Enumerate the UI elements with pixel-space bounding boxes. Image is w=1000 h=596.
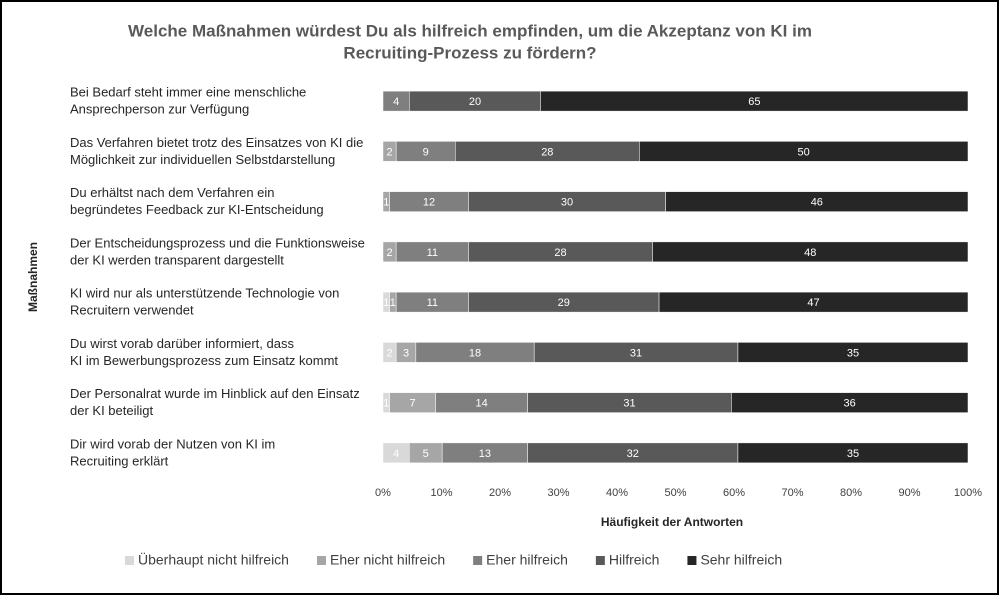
data-label: 11: [427, 297, 438, 309]
x-axis-title: Häufigkeit der Antworten: [601, 515, 743, 529]
data-label: 29: [558, 297, 570, 309]
category-label: Der Personalrat wurde im Hinblick auf de…: [70, 386, 360, 401]
data-label: 31: [630, 347, 642, 359]
category-label: Recruitern verwendet: [70, 303, 194, 318]
x-tick-label: 80%: [840, 487, 862, 499]
data-label: 30: [561, 197, 573, 209]
x-tick-label: 90%: [898, 487, 920, 499]
legend-label: Hilfreich: [609, 552, 660, 568]
bar-segment: [639, 141, 969, 162]
data-label: 32: [627, 448, 639, 460]
category-label: Möglichkeit zur individuellen Selbstdars…: [70, 152, 335, 167]
category-label: Ansprechperson zur Verfügung: [70, 102, 249, 117]
category-label: der KI werden transparent dargestellt: [70, 252, 284, 267]
legend-label: Überhaupt nicht hilfreich: [138, 551, 289, 568]
x-tick-label: 40%: [606, 487, 628, 499]
x-tick-label: 10%: [430, 487, 452, 499]
bar-segment: [737, 342, 969, 363]
data-label: 2: [387, 347, 393, 359]
y-axis-title: Maßnahmen: [26, 242, 40, 312]
category-label: KI wird nur als unterstützende Technolog…: [70, 286, 339, 301]
data-label: 1: [390, 297, 396, 309]
data-label: 20: [469, 96, 481, 108]
legend-label: Sehr hilfreich: [700, 552, 782, 568]
data-label: 3: [403, 347, 409, 359]
data-label: 7: [410, 398, 416, 410]
category-label: Du wirst vorab darüber informiert, dass: [70, 336, 294, 351]
legend-swatch: [687, 556, 697, 565]
data-label: 35: [847, 347, 859, 359]
data-label: 4: [393, 96, 399, 108]
x-tick-label: 70%: [781, 487, 803, 499]
bar-segment: [652, 241, 969, 263]
data-label: 13: [479, 448, 491, 460]
data-label: 18: [469, 347, 481, 359]
category-label: begründetes Feedback zur KI-Entscheidung: [70, 202, 324, 217]
legend-label: Eher nicht hilfreich: [330, 552, 445, 568]
bar-segment: [540, 90, 969, 112]
data-label: 48: [804, 247, 816, 259]
x-tick-label: 50%: [664, 487, 686, 499]
x-tick-label: 0%: [375, 487, 391, 499]
bar-segment: [737, 442, 969, 464]
legend-swatch: [595, 556, 605, 565]
data-label: 1: [383, 197, 389, 209]
data-label: 47: [807, 297, 819, 309]
data-label: 31: [623, 398, 635, 410]
category-label: Recruiting erklärt: [70, 453, 169, 468]
legend-label: Eher hilfreich: [486, 552, 568, 568]
category-label: Der Entscheidungsprozess und die Funktio…: [70, 235, 365, 250]
bar-segment: [658, 291, 969, 313]
x-tick-label: 100%: [954, 487, 982, 499]
data-label: 14: [475, 398, 487, 410]
data-label: 12: [423, 197, 435, 209]
x-tick-label: 30%: [547, 487, 569, 499]
data-label: 35: [847, 448, 859, 460]
category-label: Dir wird vorab der Nutzen von KI im: [70, 436, 275, 451]
data-label: 9: [423, 146, 429, 158]
data-label: 1: [383, 398, 389, 410]
bar-segment: [731, 392, 969, 413]
legend-swatch: [125, 556, 134, 565]
bar-segment: [665, 191, 969, 212]
data-label: 46: [811, 197, 823, 209]
x-tick-label: 60%: [723, 487, 745, 499]
data-label: 4: [393, 448, 399, 460]
legend-swatch: [316, 556, 326, 565]
category-label: Du erhältst nach dem Verfahren ein: [70, 185, 275, 200]
x-tick-label: 20%: [489, 487, 511, 499]
data-label: 36: [844, 398, 856, 410]
data-label: 2: [387, 247, 393, 259]
data-label: 65: [748, 96, 760, 108]
data-label: 11: [427, 247, 438, 259]
legend-swatch: [473, 556, 483, 565]
data-label: 50: [798, 146, 810, 158]
data-label: 5: [423, 448, 429, 460]
data-label: 28: [541, 146, 553, 158]
chart-title: Recruiting-Prozess zu fördern?: [343, 43, 596, 62]
chart-title: Welche Maßnahmen würdest Du als hilfreic…: [128, 21, 812, 40]
data-label: 1: [383, 297, 389, 309]
category-label: KI im Bewerbungsprozess zum Einsatz komm…: [70, 353, 338, 368]
category-label: Bei Bedarf steht immer eine menschliche: [70, 85, 306, 100]
data-label: 28: [554, 247, 566, 259]
data-label: 2: [387, 146, 393, 158]
category-label: der KI beteiligt: [70, 403, 153, 418]
category-label: Das Verfahren bietet trotz des Einsatzes…: [70, 135, 363, 150]
